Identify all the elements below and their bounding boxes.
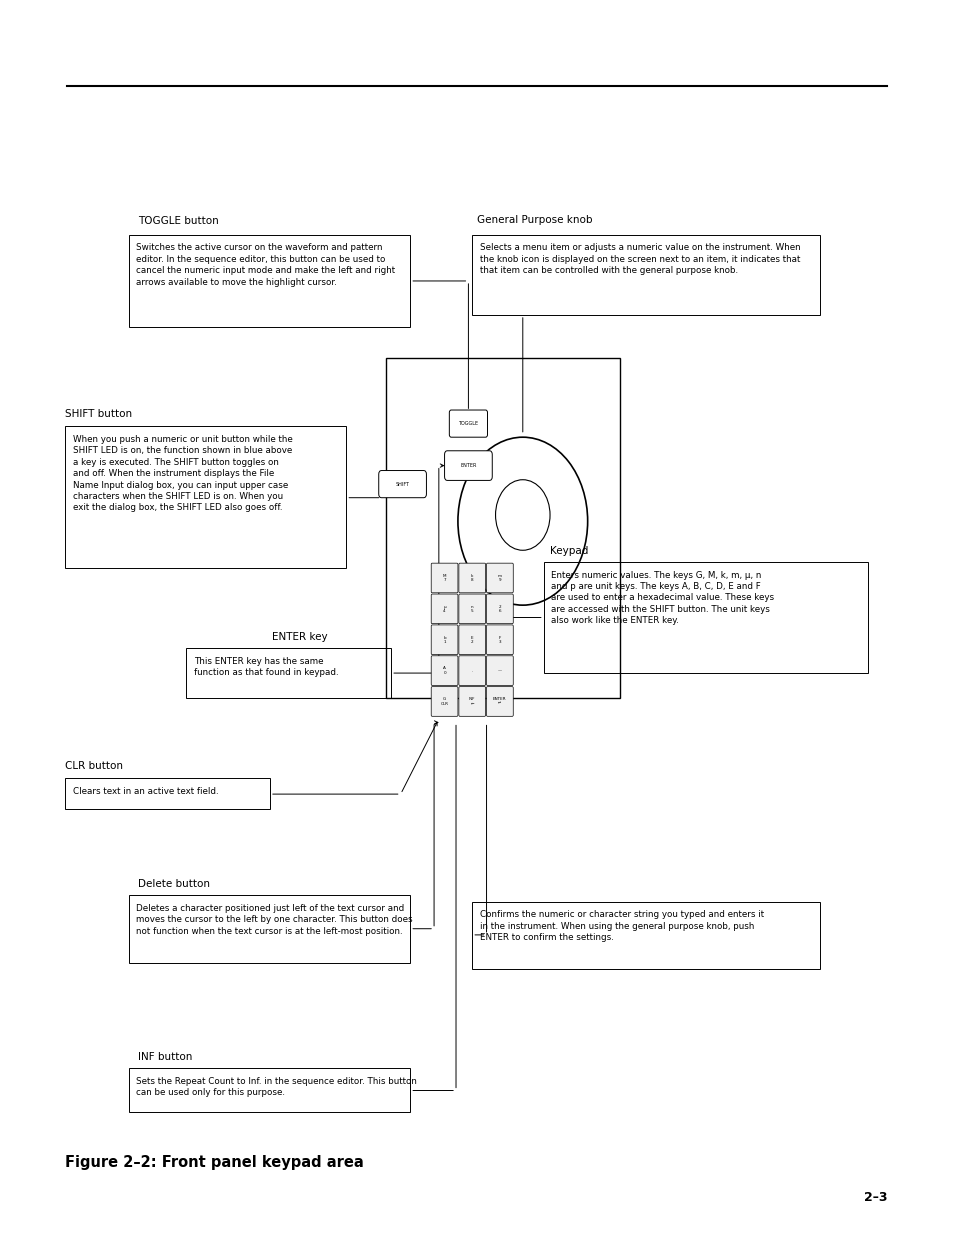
Text: INF
←: INF ← xyxy=(469,698,475,705)
Text: SHIFT button: SHIFT button xyxy=(65,409,132,419)
FancyBboxPatch shape xyxy=(431,656,457,685)
Text: n
5: n 5 xyxy=(471,605,473,613)
FancyBboxPatch shape xyxy=(458,625,485,655)
FancyBboxPatch shape xyxy=(431,594,457,624)
Text: .: . xyxy=(471,668,473,673)
Text: TOGGLE: TOGGLE xyxy=(457,421,478,426)
Text: When you push a numeric or unit button while the
SHIFT LED is on, the function s: When you push a numeric or unit button w… xyxy=(72,435,292,513)
Bar xyxy=(386,358,619,698)
Text: b
1: b 1 xyxy=(443,636,445,643)
Bar xyxy=(129,235,410,327)
Text: SHIFT: SHIFT xyxy=(395,482,409,487)
FancyBboxPatch shape xyxy=(458,656,485,685)
Text: Figure 2–2: Front panel keypad area: Figure 2–2: Front panel keypad area xyxy=(65,1155,363,1170)
Text: F
3: F 3 xyxy=(498,636,500,643)
Text: Confirms the numeric or character string you typed and enters it
in the instrume: Confirms the numeric or character string… xyxy=(479,910,763,942)
FancyBboxPatch shape xyxy=(449,410,487,437)
Text: 2
6: 2 6 xyxy=(498,605,500,613)
FancyBboxPatch shape xyxy=(486,656,513,685)
Text: INF button: INF button xyxy=(138,1052,193,1062)
FancyBboxPatch shape xyxy=(486,594,513,624)
Text: Enters numeric values. The keys G, M, k, m, μ, n
and p are unit keys. The keys A: Enters numeric values. The keys G, M, k,… xyxy=(551,571,774,625)
Text: Clears text in an active text field.: Clears text in an active text field. xyxy=(72,787,218,795)
Text: μ
4: μ 4 xyxy=(443,605,445,613)
FancyBboxPatch shape xyxy=(458,687,485,716)
Text: m
9: m 9 xyxy=(497,574,501,582)
Text: Deletes a character positioned just left of the text cursor and
moves the cursor: Deletes a character positioned just left… xyxy=(136,904,413,936)
Bar xyxy=(472,235,820,315)
Text: 2–3: 2–3 xyxy=(862,1191,886,1204)
Text: E
2: E 2 xyxy=(471,636,473,643)
Text: Sets the Repeat Count to Inf. in the sequence editor. This button
can be used on: Sets the Repeat Count to Inf. in the seq… xyxy=(136,1077,416,1098)
Text: —: — xyxy=(497,668,501,673)
FancyBboxPatch shape xyxy=(458,563,485,593)
Text: ENTER
↵: ENTER ↵ xyxy=(493,698,506,705)
Text: CLR button: CLR button xyxy=(65,761,123,771)
FancyBboxPatch shape xyxy=(486,687,513,716)
Bar xyxy=(186,648,391,698)
FancyBboxPatch shape xyxy=(458,594,485,624)
Text: ENTER key: ENTER key xyxy=(272,632,327,642)
Text: Keypad: Keypad xyxy=(549,546,587,556)
Text: ENTER: ENTER xyxy=(459,463,476,468)
FancyBboxPatch shape xyxy=(431,563,457,593)
Bar xyxy=(129,895,410,963)
Text: A
0: A 0 xyxy=(442,667,446,674)
Text: TOGGLE button: TOGGLE button xyxy=(138,216,219,226)
FancyBboxPatch shape xyxy=(486,563,513,593)
Text: General Purpose knob: General Purpose knob xyxy=(476,215,592,225)
Bar xyxy=(472,902,820,969)
FancyBboxPatch shape xyxy=(431,625,457,655)
Text: G
CLR: G CLR xyxy=(440,698,448,705)
Bar xyxy=(65,426,346,568)
Text: Switches the active cursor on the waveform and pattern
editor. In the sequence e: Switches the active cursor on the wavefo… xyxy=(136,243,395,287)
FancyBboxPatch shape xyxy=(378,471,426,498)
FancyBboxPatch shape xyxy=(444,451,492,480)
Text: Selects a menu item or adjusts a numeric value on the instrument. When
the knob : Selects a menu item or adjusts a numeric… xyxy=(479,243,800,275)
Text: k
8: k 8 xyxy=(471,574,473,582)
Text: This ENTER key has the same
function as that found in keypad.: This ENTER key has the same function as … xyxy=(193,657,338,678)
Bar xyxy=(129,1068,410,1112)
Text: Delete button: Delete button xyxy=(138,879,210,889)
Text: M
7: M 7 xyxy=(442,574,446,582)
FancyBboxPatch shape xyxy=(486,625,513,655)
Bar xyxy=(543,562,867,673)
Bar xyxy=(65,778,270,809)
FancyBboxPatch shape xyxy=(431,687,457,716)
